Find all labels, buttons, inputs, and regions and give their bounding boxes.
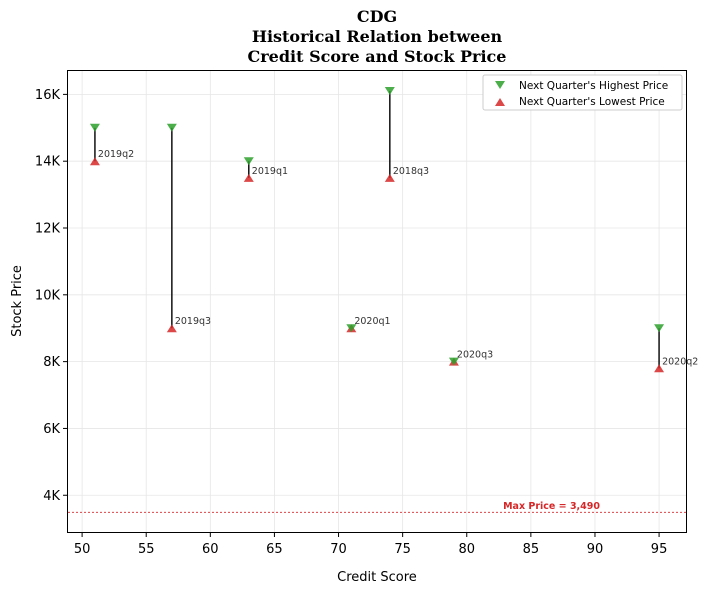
marker-low-2018q3 [384, 173, 395, 182]
marker-high-2020q2 [654, 324, 665, 333]
y-tick-label: 6K [43, 422, 60, 437]
x-tick-label: 75 [394, 542, 411, 557]
point-labels: 2019q2 2019q3 2019q1 2018q3 2020q1 2020q3 2020… [98, 149, 698, 367]
x-tick-label: 95 [651, 542, 668, 557]
point-label-2018q3: 2018q3 [393, 166, 429, 177]
reference-line-label: Max Price = 3,490 [503, 501, 600, 512]
marker-low-2019q1 [243, 173, 254, 182]
x-tick-label: 55 [138, 542, 155, 557]
marker-low-2019q3 [166, 324, 177, 333]
y-tick-label: 4K [43, 489, 60, 504]
legend-box [482, 74, 683, 111]
legend: Next Quarter's Highest Price Next Quarte… [482, 74, 683, 111]
grid [68, 71, 686, 532]
legend-label-high: Next Quarter's Highest Price [519, 80, 668, 92]
x-tick-label: 70 [330, 542, 347, 557]
x-axis-label: Credit Score [337, 570, 417, 585]
y-tick-label: 10K [35, 288, 61, 303]
marker-high-2018q3 [384, 87, 395, 96]
marker-high-2020q1 [346, 324, 357, 333]
markers [89, 87, 665, 373]
marker-high-2019q2 [89, 123, 100, 132]
point-label-2020q1: 2020q1 [354, 316, 390, 327]
legend-marker-low-icon [495, 98, 505, 106]
y-tick-label: 14K [35, 155, 61, 170]
x-tick-label: 65 [266, 542, 283, 557]
legend-label-low: Next Quarter's Lowest Price [519, 96, 665, 108]
y-axis-label: Stock Price [10, 265, 25, 337]
x-tick-label: 60 [202, 542, 219, 557]
point-label-2020q2: 2020q2 [662, 356, 698, 367]
x-axis: 50 55 60 65 70 75 80 85 90 95 [74, 532, 668, 557]
chart-title-line-3: Credit Score and Stock Price [248, 47, 507, 66]
chart-title-line-2: Historical Relation between [252, 27, 503, 46]
x-tick-label: 90 [587, 542, 604, 557]
legend-marker-high-icon [495, 81, 505, 89]
x-tick-label: 85 [523, 542, 540, 557]
point-label-2019q1: 2019q1 [252, 166, 288, 177]
point-label-2019q2: 2019q2 [98, 149, 134, 160]
y-tick-label: 12K [35, 222, 61, 237]
y-axis: 4K 6K 8K 10K 12K 14K 16K [35, 88, 68, 504]
x-tick-label: 50 [74, 542, 91, 557]
marker-high-2020q3 [448, 357, 459, 366]
marker-low-2020q2 [654, 364, 665, 373]
reference-line-group: Max Price = 3,490 [68, 501, 686, 513]
x-tick-label: 80 [458, 542, 475, 557]
plot-frame [67, 70, 687, 533]
marker-high-2019q1 [243, 157, 254, 166]
y-tick-label: 16K [35, 88, 61, 103]
marker-low-2019q2 [89, 157, 100, 166]
chart-title-line-1: CDG [357, 7, 397, 26]
chart-title: CDG Historical Relation between Credit S… [248, 7, 507, 66]
point-label-2019q3: 2019q3 [175, 316, 211, 327]
marker-high-2019q3 [166, 123, 177, 132]
point-label-2020q3: 2020q3 [457, 350, 493, 361]
y-tick-label: 8K [43, 355, 60, 370]
